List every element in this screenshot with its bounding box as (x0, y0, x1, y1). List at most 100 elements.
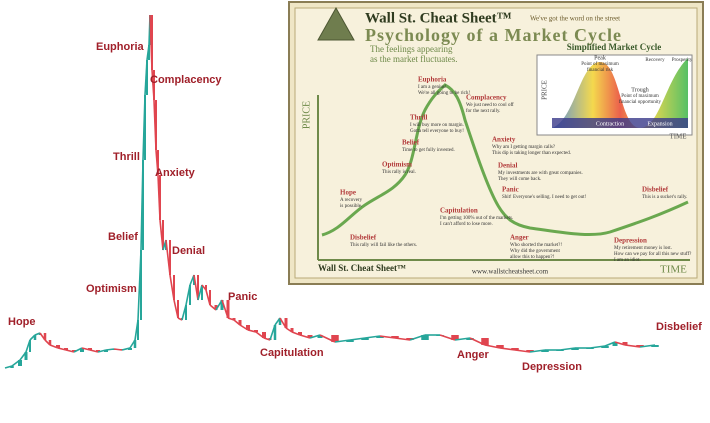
brand: Wall St. Cheat Sheet™ (365, 10, 512, 26)
phase-label: Hope (8, 316, 36, 328)
inset-curve (321, 83, 689, 237)
inset-phase-desc: I'm getting 100% out of the markets. (440, 216, 513, 221)
url: www.wallstcheatsheet.com (472, 268, 549, 276)
inset-phase-desc: is possible. (340, 204, 362, 209)
mini-label: Trough (631, 87, 648, 93)
candle (151, 15, 153, 70)
phase-label: Optimism (86, 283, 137, 295)
candle (162, 220, 164, 250)
mini-label: Prosperity (672, 58, 693, 63)
candle (298, 332, 302, 335)
mini-title: Simplified Market Cycle (567, 42, 661, 52)
candle (232, 318, 236, 320)
candle (153, 70, 155, 100)
candle (346, 340, 354, 342)
candle (214, 305, 218, 310)
inset-phase: Disbelief (350, 234, 377, 242)
axis-label: PRICE (301, 101, 312, 129)
candle (273, 325, 277, 340)
candle (169, 240, 171, 275)
candle (226, 300, 230, 318)
candle (376, 336, 384, 338)
inset-phase-desc: We just need to cool off (466, 103, 514, 108)
inset-text: financial risk (587, 68, 614, 73)
candle (104, 350, 108, 352)
candle (406, 338, 414, 340)
footer-brand: Wall St. Cheat Sheet™ (318, 263, 406, 273)
logo (317, 6, 355, 41)
inset-phase-desc: I am an idiot. (614, 258, 641, 263)
candle (209, 290, 211, 305)
candle (10, 366, 14, 368)
mini-label: Peak (594, 55, 606, 61)
inset-phase: Thrill (410, 114, 428, 122)
inset-phase-desc: I can't afford to lose more. (440, 222, 493, 227)
candle (155, 100, 157, 150)
candle (317, 335, 323, 338)
inset-phase-desc: This is a sucker's rally. (642, 195, 687, 200)
candle (278, 318, 282, 325)
candle (361, 338, 369, 340)
inset-phase: Optimism (382, 161, 412, 169)
candle (137, 320, 139, 340)
candle (157, 150, 159, 175)
inset-phase: Euphoria (418, 76, 447, 84)
mini-label: Recovery (645, 58, 665, 63)
phase-label: Complacency (150, 74, 222, 86)
candle (48, 340, 52, 345)
candle (331, 335, 339, 342)
candle (220, 300, 224, 310)
candle (601, 346, 609, 348)
inset-phase-desc: I am a genius! (418, 85, 447, 90)
phase-label: Euphoria (96, 41, 145, 53)
axis-label: TIME (660, 264, 687, 276)
candle (238, 320, 242, 325)
candle (541, 350, 549, 352)
mini-label: Contraction (596, 121, 624, 127)
candle (173, 275, 175, 300)
mini-axis: PRICE (541, 80, 549, 100)
candle (421, 335, 429, 340)
inset-phase: Hope (340, 189, 356, 197)
inset-phase-desc: We're all going to be rich! (418, 91, 470, 96)
phase-label: Depression (522, 361, 582, 373)
candle (205, 285, 207, 290)
inset-phase: Complacency (466, 94, 507, 102)
candle (88, 348, 92, 350)
tagline: We've got the word on the street (530, 15, 620, 23)
candle (651, 345, 659, 347)
candle (185, 305, 187, 320)
candle (201, 285, 203, 300)
candle (197, 275, 199, 300)
inset-panel (294, 7, 698, 279)
candle (177, 300, 179, 318)
inset-phase-desc: This rally is real. (382, 170, 416, 175)
candle (56, 345, 60, 348)
phase-label: Capitulation (260, 347, 324, 359)
candle (133, 340, 137, 348)
inset-text: Point of maximum (581, 62, 619, 67)
mini-axis: TIME (669, 133, 686, 141)
inset-phase-desc: I will buy more on margin. (410, 123, 464, 128)
candle (391, 336, 399, 338)
mini-label: Expansion (647, 121, 672, 127)
inset-phase-desc: This rally will fail like the others. (350, 243, 417, 248)
candle (142, 160, 144, 250)
candle (556, 350, 564, 351)
candle (146, 60, 148, 95)
inset-subtitle: as the market fluctuates. (370, 54, 457, 64)
candle (284, 318, 288, 328)
candle (290, 328, 294, 332)
inset-phase-desc: My investments are with great companies. (498, 171, 583, 176)
candle (622, 342, 628, 345)
candle (526, 350, 534, 352)
inset-phase: Panic (502, 186, 519, 194)
candle (636, 345, 644, 347)
inset-title: Psychology of a Market Cycle (365, 25, 622, 45)
phase-label: Denial (172, 245, 205, 257)
candle (451, 335, 459, 340)
candle (307, 335, 313, 338)
inset-phase-desc: Why am I getting margin calls? (492, 145, 556, 150)
inset-phase-desc: Who shorted the market?! (510, 243, 562, 248)
